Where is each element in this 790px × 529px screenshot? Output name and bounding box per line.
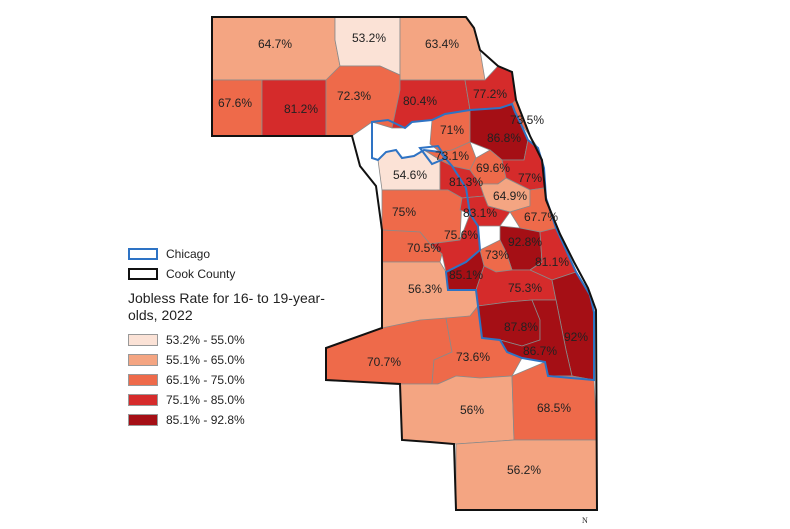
legend-class-label: 55.1% - 65.0% (166, 353, 245, 367)
region-rate-label: 85.1% (449, 268, 483, 282)
legend-class-row: 53.2% - 55.0% (128, 330, 338, 350)
region-rate-label: 83.1% (463, 206, 497, 220)
region-rate-label: 81.1% (535, 255, 569, 269)
region-rate-label: 87.8% (504, 320, 538, 334)
region-rate-label: 68.5% (537, 401, 571, 415)
region-rate-label: 63.4% (425, 37, 459, 51)
legend-class-label: 53.2% - 55.0% (166, 333, 245, 347)
legend-class-label: 85.1% - 92.8% (166, 413, 245, 427)
legend-chicago-label: Chicago (166, 247, 211, 261)
region-rate-label: 81.2% (284, 102, 318, 116)
region-rate-label: 81.3% (449, 175, 483, 189)
legend-swatch (128, 394, 158, 406)
map-region (399, 375, 515, 445)
region-rate-label: 71% (440, 123, 464, 137)
region-rate-label: 67.7% (524, 210, 558, 224)
region-rate-label: 70.7% (367, 355, 401, 369)
legend-cook: Cook County (128, 264, 338, 284)
chicago-outline-symbol (128, 248, 158, 260)
region-rate-label: 70.5% (407, 241, 441, 255)
legend-swatch (128, 414, 158, 426)
region-rate-label: 77% (518, 171, 542, 185)
legend-class-row: 65.1% - 75.0% (128, 370, 338, 390)
regions-layer (211, 16, 598, 511)
region-rate-label: 64.7% (258, 37, 292, 51)
north-arrow-label: N (582, 516, 588, 525)
region-rate-label: 56.2% (507, 463, 541, 477)
region-rate-label: 86.8% (487, 131, 521, 145)
legend-swatch (128, 354, 158, 366)
region-rate-label: 73.1% (435, 149, 469, 163)
region-rate-label: 67.6% (218, 96, 252, 110)
region-rate-label: 86.7% (523, 344, 557, 358)
region-rate-label: 77.2% (473, 87, 507, 101)
region-rate-label: 73.5% (510, 113, 544, 127)
chicago-boundary (371, 102, 595, 382)
region-rate-label: 75.6% (444, 228, 478, 242)
region-rate-label: 56.3% (408, 282, 442, 296)
region-rate-label: 80.4% (403, 94, 437, 108)
legend-class-row: 85.1% - 92.8% (128, 410, 338, 430)
legend-classes: 53.2% - 55.0% 55.1% - 65.0% 65.1% - 75.0% 7… (128, 330, 338, 430)
legend-title: Jobless Rate for 16- to 19-year-olds, 20… (128, 290, 325, 323)
legend-class-label: 75.1% - 85.0% (166, 393, 245, 407)
legend-cook-label: Cook County (166, 267, 236, 281)
labels-layer: 64.7% 53.2% 63.4% 67.6% 81.2% 72.3% 80.4% 77.2%… (218, 31, 588, 477)
region-rate-label: 75.3% (508, 281, 542, 295)
legend-class-label: 65.1% - 75.0% (166, 373, 245, 387)
region-rate-label: 73% (485, 248, 509, 262)
legend-class-row: 55.1% - 65.0% (128, 350, 338, 370)
chicago-ohare-notch (418, 144, 448, 166)
region-rate-label: 54.6% (393, 168, 427, 182)
region-rate-label: 53.2% (352, 31, 386, 45)
region-rate-label: 73.6% (456, 350, 490, 364)
region-rate-label: 75% (392, 205, 416, 219)
legend-swatch (128, 374, 158, 386)
region-rate-label: 92.8% (508, 235, 542, 249)
cook-outline-symbol (128, 268, 158, 280)
region-rate-label: 92% (564, 330, 588, 344)
legend-class-row: 75.1% - 85.0% (128, 390, 338, 410)
legend-chicago: Chicago (128, 244, 338, 264)
region-rate-label: 72.3% (337, 89, 371, 103)
map-legend: Chicago Cook County Jobless Rate for 16-… (128, 244, 338, 430)
region-rate-label: 69.6% (476, 161, 510, 175)
cook-county-boundary (211, 16, 599, 511)
region-rate-label: 56% (460, 403, 484, 417)
region-rate-label: 64.9% (493, 189, 527, 203)
legend-swatch (128, 334, 158, 346)
